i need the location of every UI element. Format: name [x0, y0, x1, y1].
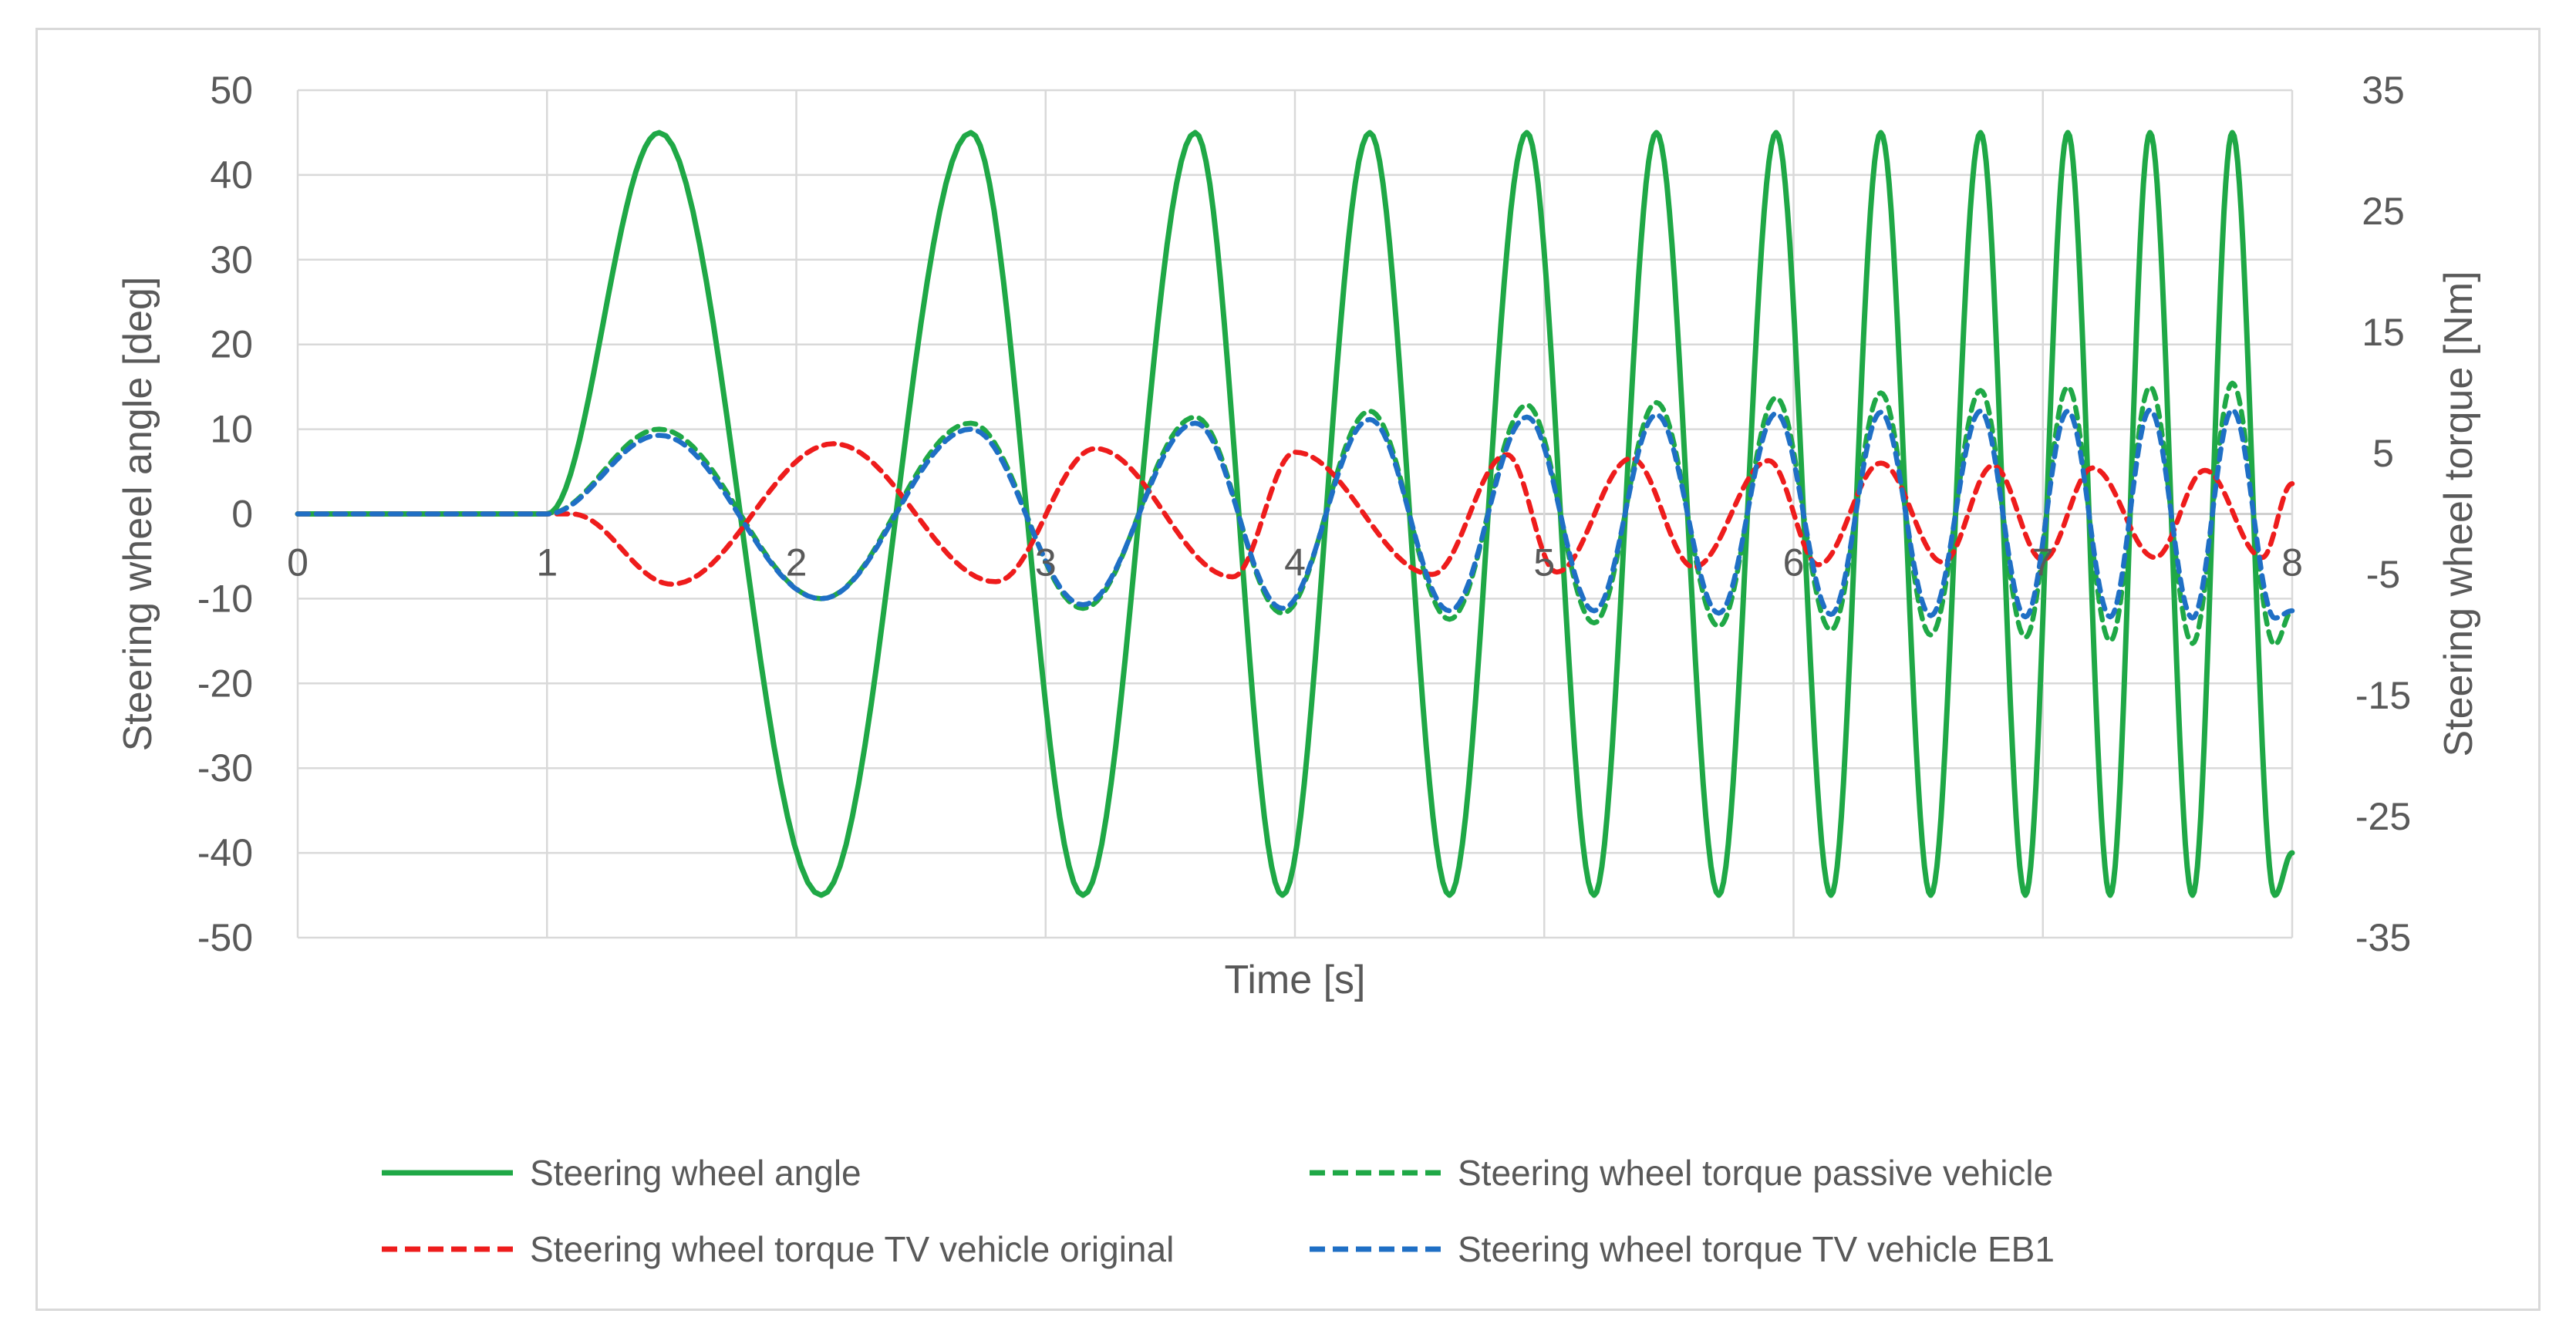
x-tick-label: 8	[2281, 541, 2303, 584]
y-axis-title: Steering wheel angle [deg]	[116, 277, 160, 752]
legend-label: Steering wheel torque TV vehicle origina…	[530, 1229, 1174, 1269]
y2-tick-label: 35	[2362, 69, 2405, 112]
y2-tick-label: 15	[2362, 311, 2405, 354]
y-tick-label: 0	[231, 493, 253, 536]
y-tick-label: 10	[210, 408, 253, 451]
plot-area	[295, 130, 2295, 898]
series-line	[295, 407, 2295, 621]
chart-frame	[35, 28, 2541, 1311]
x-tick-label: 2	[786, 541, 808, 584]
legend-label: Steering wheel torque passive vehicle	[1458, 1153, 2053, 1193]
y2-axis-title: Steering wheel torque [Nm]	[2436, 271, 2481, 756]
y-tick-label: 40	[210, 153, 253, 197]
x-tick-label: 7	[2032, 541, 2054, 584]
y-tick-label: -50	[197, 916, 253, 959]
y-tick-label: -30	[197, 746, 253, 790]
y2-tick-label: -35	[2355, 916, 2411, 959]
tick-labels: 50 40 30 20 10 0 -10 -20 -30 -40 -50 0 1 2 3 4 5 6 7 8 35 25 1…	[197, 69, 2411, 959]
y2-tick-label: -15	[2355, 674, 2411, 717]
y-tick-label: 50	[210, 69, 253, 112]
y2-tick-label: 25	[2362, 190, 2405, 233]
legend-label: Steering wheel angle	[530, 1153, 861, 1193]
x-tick-label: 0	[287, 541, 309, 584]
x-tick-label: 4	[1284, 541, 1306, 584]
x-tick-label: 3	[1035, 541, 1057, 584]
y2-tick-label: -25	[2355, 795, 2411, 838]
y-tick-label: -40	[197, 831, 253, 874]
series-line	[295, 441, 2295, 587]
x-tick-label: 5	[1533, 541, 1555, 584]
y-tick-label: 20	[210, 323, 253, 366]
y2-tick-label: -5	[2366, 553, 2400, 596]
y-tick-label: -10	[197, 577, 253, 620]
x-axis-title: Time [s]	[1225, 958, 1366, 1002]
series-line	[295, 130, 2295, 898]
x-tick-label: 6	[1783, 541, 1805, 584]
legend: Steering wheel angle Steering wheel torqu…	[382, 1153, 2055, 1269]
y-tick-label: 30	[210, 238, 253, 281]
legend-label: Steering wheel torque TV vehicle EB1	[1458, 1229, 2055, 1269]
grid	[296, 89, 2294, 939]
y2-tick-label: 5	[2372, 432, 2394, 475]
y-tick-label: -20	[197, 662, 253, 705]
x-tick-label: 1	[536, 541, 558, 584]
